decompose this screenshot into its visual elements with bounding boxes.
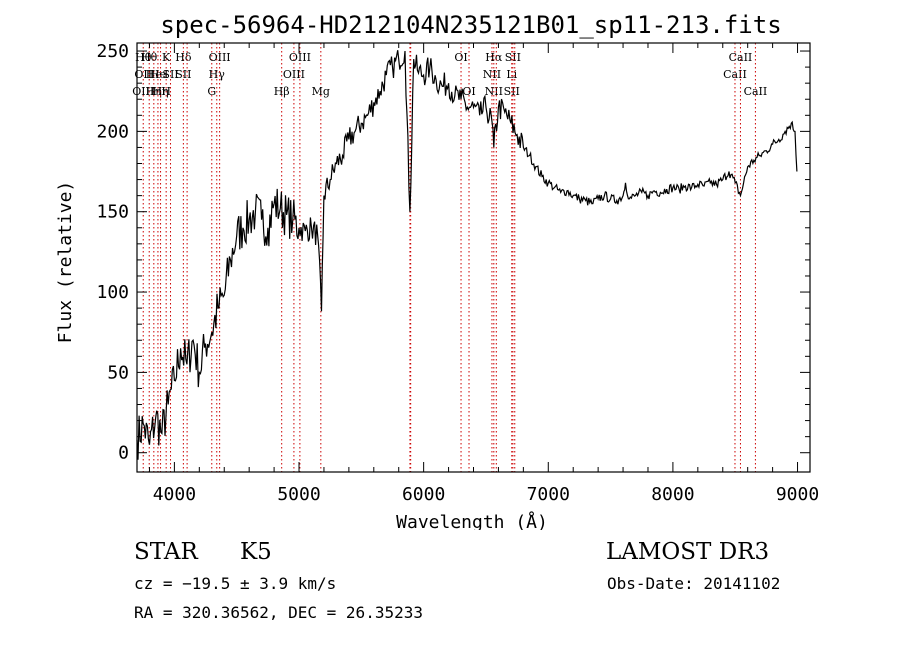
spectral-subclass: K5 — [240, 539, 272, 565]
spectral-line-label: OIII — [289, 51, 311, 64]
spectrum-chart: spec-56964-HD212104N235121B01_sp11-213.f… — [55, 11, 819, 530]
cz-value: cz = −19.5 ± 3.9 km/s — [134, 574, 337, 593]
x-tick-label: 4000 — [153, 484, 196, 505]
x-tick-label: 9000 — [776, 484, 819, 505]
spectral-line-label: SII — [175, 68, 191, 81]
spectral-line-label: SII — [162, 68, 178, 81]
spectral-line-label: Hδ — [175, 51, 192, 64]
spectral-line-label: Hβ — [274, 85, 290, 98]
spectral-line-label: NII — [485, 85, 503, 98]
spectral-line-label: SII — [504, 85, 520, 98]
spectral-line-label: K — [162, 51, 171, 64]
spectrum-series — [136, 50, 798, 460]
chart-title: spec-56964-HD212104N235121B01_sp11-213.f… — [160, 11, 781, 39]
obs-date: Obs-Date: 20141102 — [607, 574, 781, 593]
y-tick-label: 100 — [96, 282, 129, 303]
x-tick-label: 7000 — [527, 484, 570, 505]
y-tick-label: 150 — [96, 202, 129, 223]
x-axis-label: Wavelength (Å) — [396, 511, 548, 530]
spectral-line-label: OIII — [209, 51, 231, 64]
spectral-line-label: SII — [505, 51, 521, 64]
coordinates: RA = 320.36562, DEC = 26.35233 — [134, 603, 423, 622]
spectral-line-label: Hα — [485, 51, 503, 64]
spectral-line-label: OII — [134, 68, 152, 81]
spectral-line-label: Hθ — [141, 51, 158, 64]
spectral-line-label: He — [150, 68, 166, 81]
spectral-line-label: Li — [506, 68, 517, 81]
x-tick-label: 6000 — [402, 484, 445, 505]
spectral-line-label: OIII — [283, 68, 305, 81]
spectral-line-label: OI — [454, 51, 467, 64]
spectral-line-label: H — [161, 85, 171, 98]
x-tick-label: 5000 — [277, 484, 320, 505]
spectral-line-label: CaII — [729, 51, 753, 64]
spectral-line-label: CaII — [744, 85, 768, 98]
spectral-line-label: NII — [483, 68, 501, 81]
spectral-line-label: Mg — [312, 85, 330, 98]
spectral-lines: HθOIIOIIIHθHeHηHeHηKIHSIIHδSIIGHγOIIIHβO… — [132, 43, 767, 472]
spectral-line-label: G — [207, 85, 216, 98]
spectral-line-label: CaII — [723, 68, 747, 81]
spectral-line-label: Hγ — [209, 68, 226, 81]
survey-name: LAMOST DR3 — [606, 539, 770, 565]
plot-axes: 4000 5000 6000 7000 8000 9000 0 50 100 150 200 250 — [96, 41, 819, 505]
spectral-line-label: OI — [462, 85, 475, 98]
y-tick-label: 200 — [96, 121, 129, 142]
y-tick-label: 250 — [96, 41, 129, 62]
spectrum-line — [136, 50, 798, 460]
spectral-line-label: Hη — [152, 85, 168, 98]
spectral-line-label: Hθ — [135, 51, 152, 64]
object-type: STAR — [134, 539, 198, 565]
x-tick-label: 8000 — [651, 484, 694, 505]
y-axis-label: Flux (relative) — [55, 181, 76, 344]
y-tick-label: 50 — [107, 362, 129, 383]
spectral-line-label: I — [164, 68, 168, 81]
y-tick-label: 0 — [118, 443, 129, 464]
